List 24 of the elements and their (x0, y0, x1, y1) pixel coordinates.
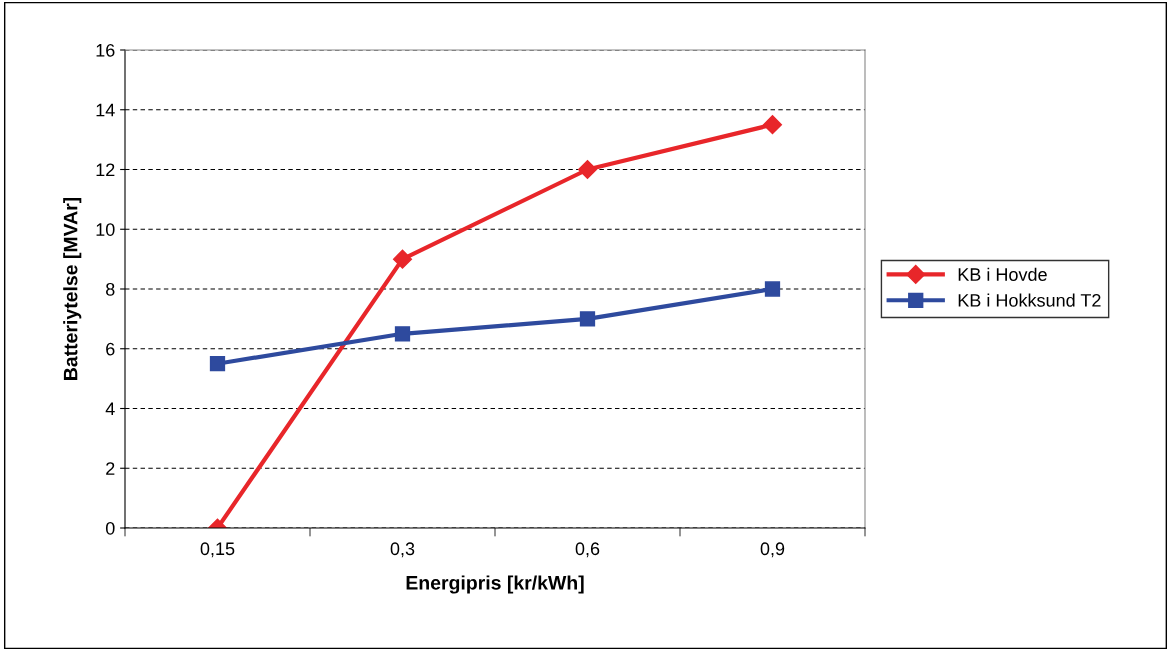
y-tick-label: 4 (105, 402, 115, 416)
point (579, 311, 596, 327)
x-tick-label: 0,6 (575, 542, 600, 558)
legend-label: KB i Hokksund T2 (958, 293, 1101, 307)
y-tick-label: 8 (106, 282, 115, 296)
y-tick-label: 6 (106, 342, 115, 356)
point (394, 326, 411, 342)
x-tick-label: 0,3 (390, 542, 415, 558)
point (392, 249, 413, 269)
x-tick-label: 0,15 (200, 542, 235, 558)
point (577, 159, 598, 180)
point (209, 356, 226, 372)
x-axis-title: Energipris [kr/kWh] (406, 575, 584, 594)
y-tick-label: 2 (106, 462, 115, 475)
y-tick-label: 0 (105, 521, 115, 535)
point (764, 281, 781, 297)
y-tick-label: 14 (96, 103, 115, 117)
y-tick-label: 16 (96, 43, 115, 57)
y-tick-label: 12 (96, 163, 115, 177)
y-tick-label: 10 (96, 223, 115, 236)
x-tick-label: 0,9 (760, 542, 785, 558)
y-axis-title: Batteriytelse [MVAr] (63, 197, 82, 380)
point (762, 115, 783, 135)
legend-label: KB i Hovde (958, 267, 1047, 281)
